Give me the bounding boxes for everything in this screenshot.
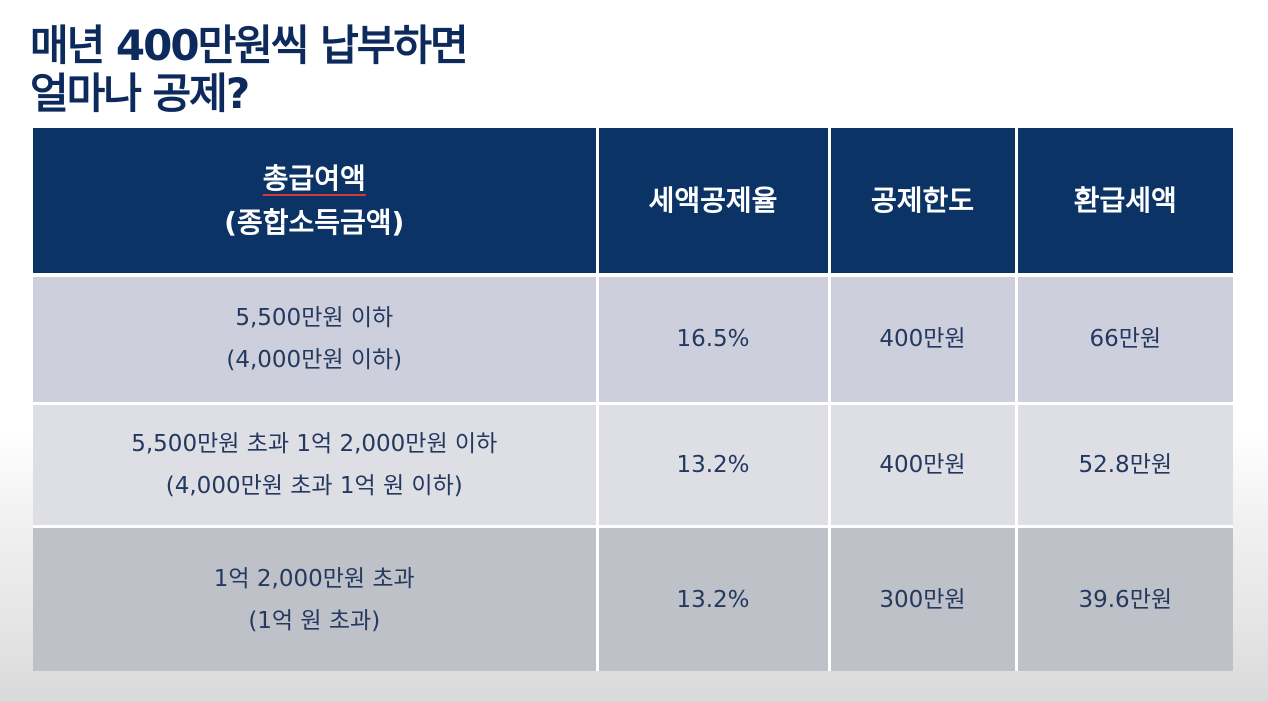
header-limit: 공제한도 bbox=[827, 128, 1016, 277]
header-income-main: 총급여액 bbox=[262, 161, 366, 195]
cell-income: 5,500만원 초과 1억 2,000만원 이하 (4,000만원 초과 1억 … bbox=[33, 401, 597, 527]
header-income-sub: (종합소득금액) bbox=[224, 205, 405, 239]
table-header: 총급여액 (종합소득금액) 세액공제율 공제한도 환급세액 bbox=[33, 128, 1233, 277]
cell-refund: 66만원 bbox=[1014, 273, 1233, 404]
page-title: 매년 400만원씩 납부하면 얼마나 공제? bbox=[30, 21, 469, 118]
cell-income-sub: (1억 원 초과) bbox=[248, 607, 381, 634]
cell-limit: 400만원 bbox=[827, 273, 1016, 404]
page-title-line-1: 매년 400만원씩 납부하면 bbox=[30, 21, 469, 70]
deduction-table: 총급여액 (종합소득금액) 세액공제율 공제한도 환급세액 5,500만원 이하… bbox=[33, 128, 1233, 671]
cell-refund: 39.6만원 bbox=[1014, 525, 1233, 671]
cell-income: 5,500만원 이하 (4,000만원 이하) bbox=[33, 273, 597, 404]
cell-income-main: 5,500만원 초과 1억 2,000만원 이하 bbox=[131, 430, 498, 457]
cell-income-main: 5,500만원 이하 bbox=[235, 305, 394, 332]
header-income: 총급여액 (종합소득금액) bbox=[33, 128, 597, 277]
cell-income: 1억 2,000만원 초과 (1억 원 초과) bbox=[33, 525, 597, 671]
cell-refund: 52.8만원 bbox=[1014, 401, 1233, 527]
cell-rate: 16.5% bbox=[595, 273, 829, 404]
deduction-table-container: 총급여액 (종합소득금액) 세액공제율 공제한도 환급세액 5,500만원 이하… bbox=[33, 128, 1233, 671]
cell-limit: 300만원 bbox=[827, 525, 1016, 671]
table-row: 5,500만원 이하 (4,000만원 이하) 16.5% 400만원 66만원 bbox=[33, 273, 1233, 404]
cell-rate: 13.2% bbox=[595, 401, 829, 527]
page-title-line-2: 얼마나 공제? bbox=[30, 69, 250, 118]
header-refund: 환급세액 bbox=[1014, 128, 1233, 277]
cell-income-sub: (4,000만원 이하) bbox=[226, 347, 403, 374]
table-row: 5,500만원 초과 1억 2,000만원 이하 (4,000만원 초과 1억 … bbox=[33, 401, 1233, 527]
table-row: 1억 2,000만원 초과 (1억 원 초과) 13.2% 300만원 39.6… bbox=[33, 525, 1233, 671]
table-header-row: 총급여액 (종합소득금액) 세액공제율 공제한도 환급세액 bbox=[33, 128, 1233, 277]
cell-rate: 13.2% bbox=[595, 525, 829, 671]
cell-income-sub: (4,000만원 초과 1억 원 이하) bbox=[165, 472, 463, 499]
cell-limit: 400만원 bbox=[827, 401, 1016, 527]
cell-income-main: 1억 2,000만원 초과 bbox=[213, 565, 415, 592]
header-rate: 세액공제율 bbox=[595, 128, 829, 277]
